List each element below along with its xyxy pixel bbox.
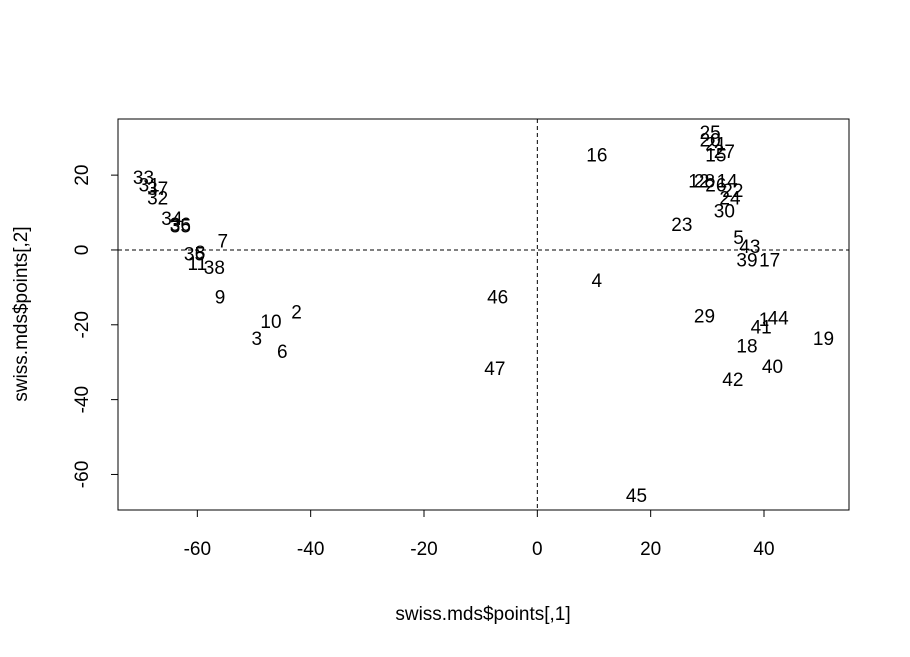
point-label: 36 — [170, 215, 191, 236]
point-label: 12 — [688, 172, 709, 193]
point-label: 37 — [147, 179, 168, 200]
point-label: 27 — [714, 142, 735, 163]
point-label: 7 — [218, 232, 229, 253]
point-label: 28 — [694, 172, 715, 193]
point-label: 29 — [694, 306, 715, 327]
x-tick-label: 40 — [753, 539, 774, 560]
x-tick-label: 20 — [640, 539, 661, 560]
point-label: 39 — [736, 250, 757, 271]
y-axis: -60 -40 -20 0 20 — [72, 165, 119, 488]
point-label: 31 — [139, 175, 160, 196]
point-label: 10 — [260, 312, 281, 333]
point-label: 19 — [813, 329, 834, 350]
point-label: 30 — [714, 202, 735, 223]
point-label: 46 — [487, 288, 508, 309]
point-label: 24 — [719, 189, 741, 210]
y-tick-label: -60 — [72, 461, 93, 488]
point-label: 44 — [768, 308, 790, 329]
point-label: 35 — [170, 217, 191, 238]
point-label: 32 — [147, 189, 168, 210]
point-label: 21 — [705, 134, 726, 155]
y-tick-label: -20 — [72, 311, 93, 338]
y-tick-label: 20 — [72, 165, 93, 186]
point-label: 4 — [592, 271, 603, 292]
point-label: 47 — [484, 359, 505, 380]
point-label: 8 — [195, 243, 206, 264]
y-axis-label: swiss.mds$points[,2] — [11, 226, 32, 401]
y-tick-label: 0 — [72, 245, 93, 256]
point-label: 33 — [133, 168, 154, 189]
x-axis-label: swiss.mds$points[,1] — [395, 604, 570, 625]
point-label: 41 — [751, 318, 772, 339]
point-label: 9 — [215, 288, 226, 309]
point-label: 45 — [626, 486, 647, 507]
point-label: 17 — [759, 250, 780, 271]
point-label: 26 — [705, 175, 726, 196]
x-tick-label: -40 — [297, 539, 324, 560]
point-label: 25 — [700, 123, 721, 144]
plot-frame — [117, 118, 850, 511]
point-label: 23 — [671, 215, 692, 236]
point-label: 38 — [204, 258, 225, 279]
point-label: 43 — [739, 237, 760, 258]
point-label: 18 — [736, 336, 757, 357]
point-label: 42 — [722, 370, 743, 391]
point-label: 3 — [252, 329, 263, 350]
point-label: 35 — [184, 245, 205, 266]
point-label: 16 — [586, 146, 607, 167]
point-label: 5 — [733, 228, 744, 249]
x-tick-label: -20 — [410, 539, 437, 560]
y-tick-label: -40 — [72, 386, 93, 413]
x-tick-label: -60 — [184, 539, 211, 560]
point-label: 14 — [717, 172, 739, 193]
point-label: 6 — [277, 342, 288, 363]
x-tick-label: 0 — [532, 539, 543, 560]
point-label: 22 — [722, 181, 743, 202]
point-label: 11 — [187, 254, 207, 275]
point-label: 40 — [762, 357, 783, 378]
point-label: 2 — [291, 303, 302, 324]
point-label: 1 — [759, 310, 770, 331]
point-label: 15 — [705, 146, 726, 167]
point-label: 20 — [700, 131, 721, 152]
point-label: 34 — [161, 209, 183, 230]
x-axis: -60 -40 -20 0 20 40 — [184, 509, 775, 560]
point-labels: 3331373234353673581138921036464741625202… — [133, 123, 834, 507]
